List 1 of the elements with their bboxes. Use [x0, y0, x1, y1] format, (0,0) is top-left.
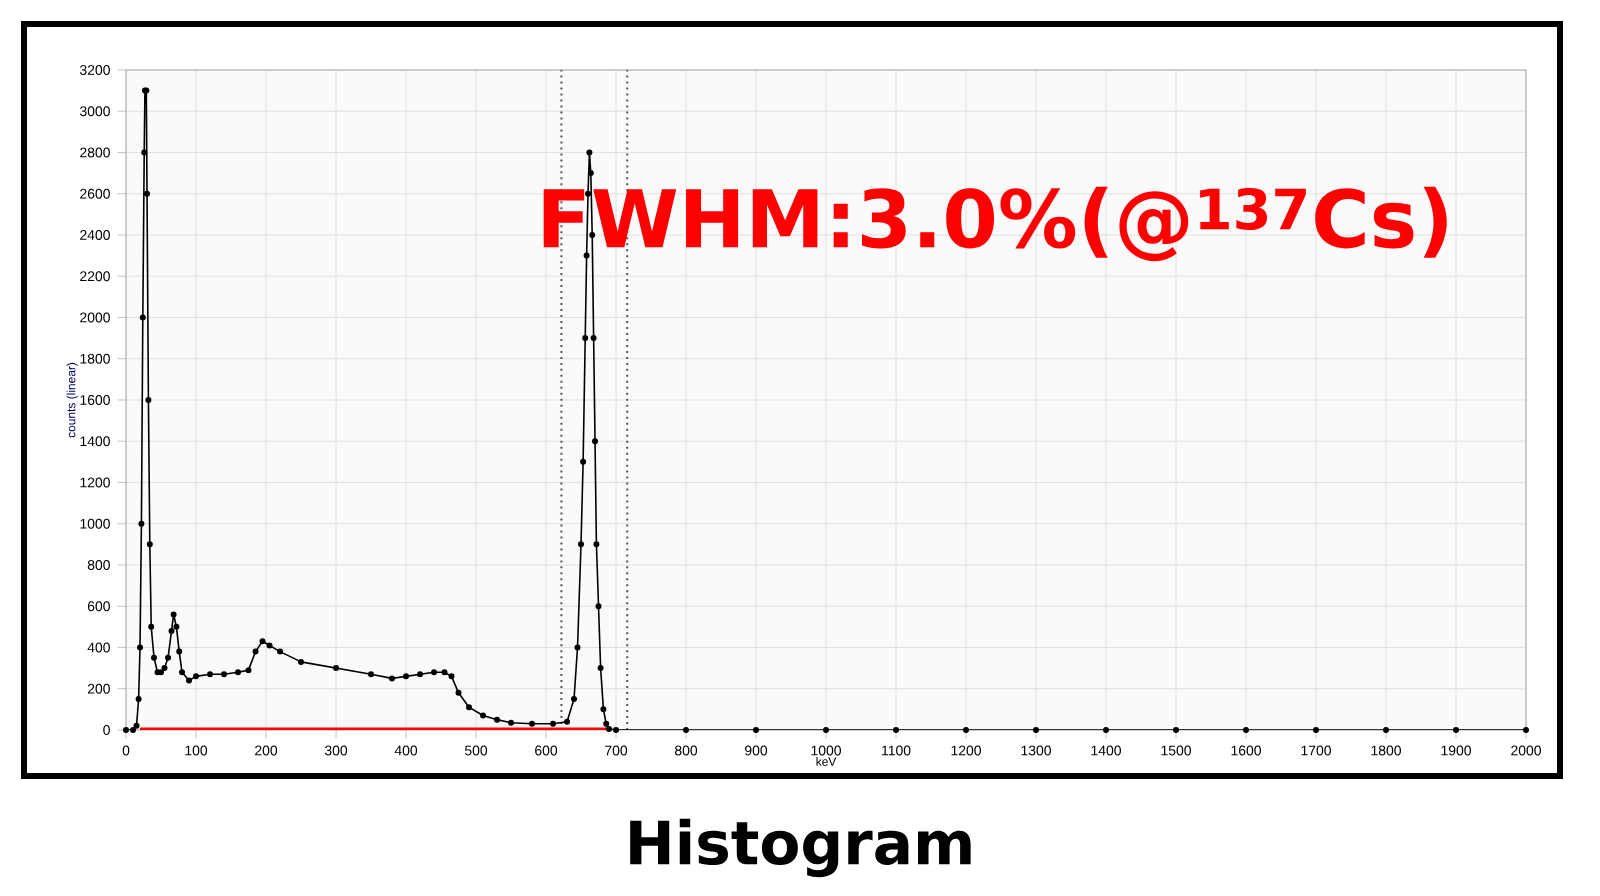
text: Histogram: [630, 818, 971, 878]
